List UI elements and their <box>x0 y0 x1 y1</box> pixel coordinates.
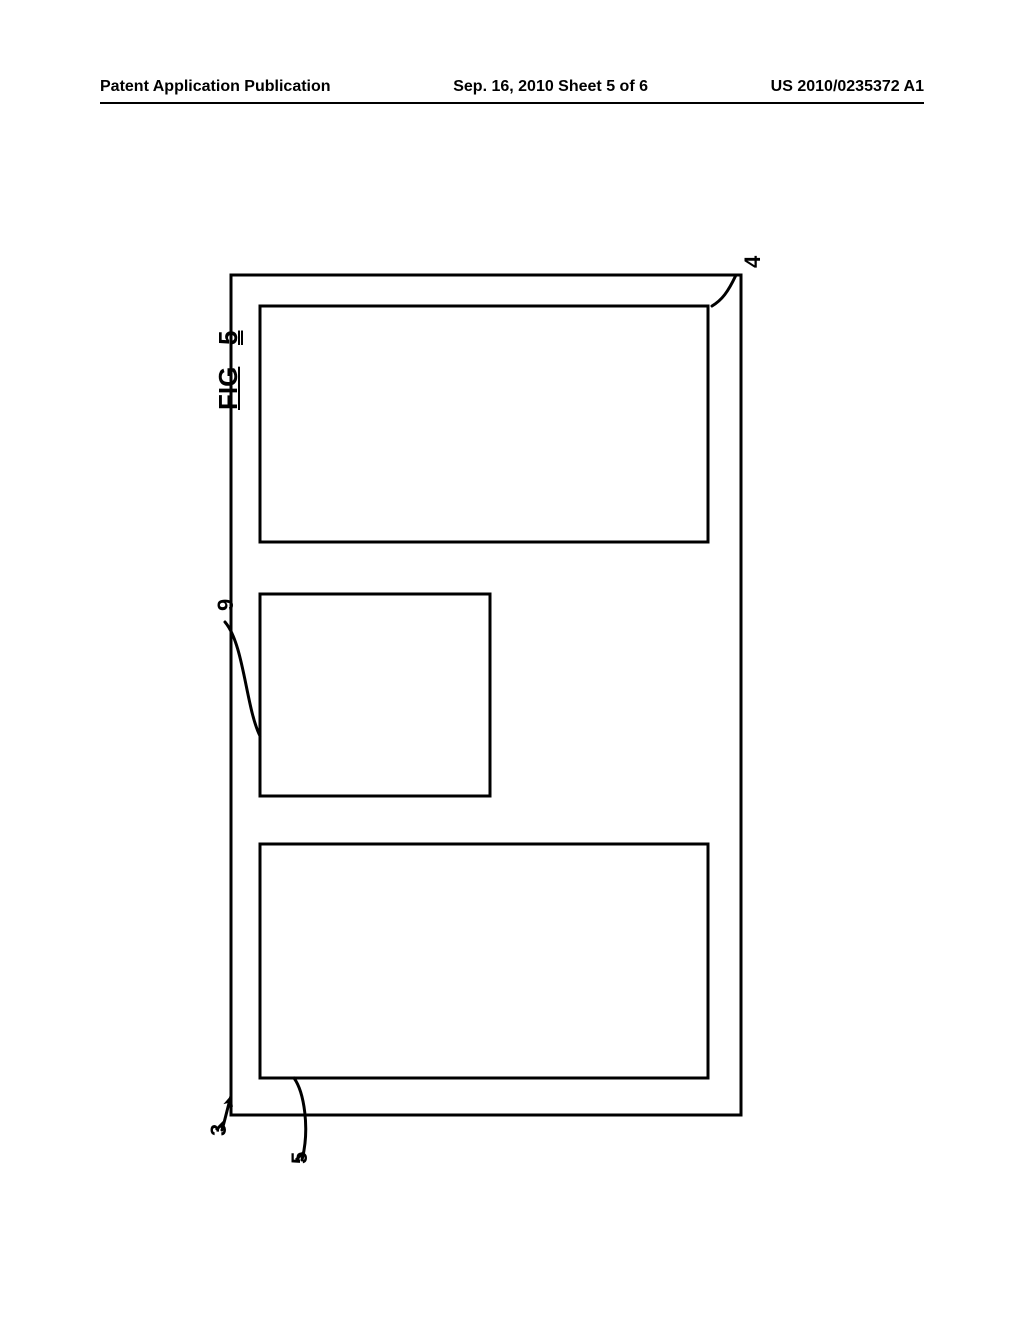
page: Patent Application Publication Sep. 16, … <box>0 0 1024 1320</box>
ref-label-ref5: 5 <box>287 1152 313 1164</box>
box_top <box>260 306 708 542</box>
ref-label-ref9: 9 <box>213 599 239 611</box>
callout-ref5 <box>294 1078 306 1160</box>
box_bottom <box>260 844 708 1078</box>
patent-figure <box>0 0 1024 1320</box>
figure-label: FIG 5 <box>213 331 244 410</box>
box_middle <box>260 594 490 796</box>
outer-box <box>231 275 741 1115</box>
callout-ref4 <box>712 275 736 306</box>
ref-label-ref3: 3 <box>206 1124 232 1136</box>
ref-label-ref4: 4 <box>740 256 766 268</box>
